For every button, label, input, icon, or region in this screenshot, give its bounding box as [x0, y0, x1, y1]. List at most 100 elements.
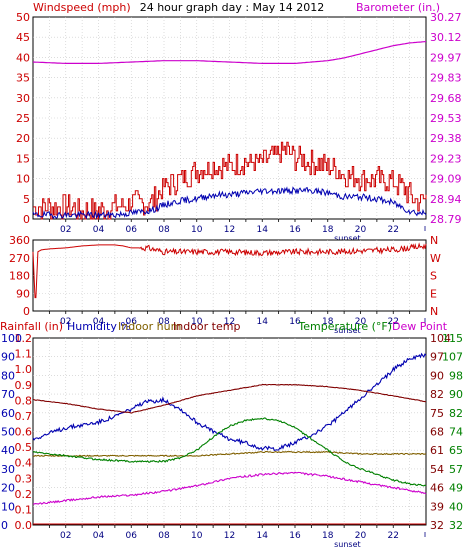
y-tick-label: N	[430, 234, 438, 247]
temperature-tick: 54	[430, 463, 444, 476]
dewpoint-tick: 90	[449, 388, 463, 401]
direction-degree-labels: 0 90 180 270 360	[9, 234, 30, 318]
dewpoint-line	[32, 471, 427, 505]
humidity-line	[32, 352, 427, 452]
dewpoint-tick: 32	[449, 519, 463, 532]
humidity-tick: 80	[1, 369, 15, 382]
y-tick-label: 28.94	[430, 193, 462, 206]
temperature-tick: 32	[430, 519, 444, 532]
x-end-marker: ı	[424, 530, 427, 540]
y-tick-label: 28.79	[430, 213, 462, 226]
rainfall-tick: 0.4	[15, 457, 33, 470]
temperature-tick: 75	[430, 407, 444, 420]
y-tick-label: E	[430, 287, 437, 300]
rainfall-tick-labels: 0.0 0.1 0.2 0.3 0.4 0.5 0.6 0.7 0.8 0.9 1.0 1.1 1.2	[15, 332, 33, 532]
temperature-grid	[33, 338, 426, 528]
wind-time-tick-labels: 02 04 06 08 10 12 14 16 18 20 22 sunset ı	[60, 224, 426, 243]
y-tick-label: 29.53	[430, 112, 462, 125]
x-tick-label: 12	[224, 531, 235, 541]
wind-grid	[33, 17, 426, 222]
dewpoint-tick-labels: 32 40 49 57 65 74 82 90 98 107 115	[442, 332, 463, 532]
temperature-tick-labels: 32 39 46 54 61 68 75 82 90 97 104	[430, 332, 451, 532]
y-tick-label: 30.12	[430, 31, 462, 44]
x-tick-label: 02	[60, 317, 71, 327]
rainfall-tick: 0.0	[15, 519, 33, 532]
left-legend-label: Rainfall (in)	[0, 320, 63, 333]
y-tick-label: 5	[23, 193, 30, 206]
x-tick-label: 16	[289, 317, 301, 327]
x-tick-label: 10	[191, 317, 203, 327]
barometer-line	[32, 41, 427, 64]
x-tick-label: 20	[355, 225, 367, 235]
y-tick-label: S	[430, 270, 437, 283]
x-tick-label: 18	[322, 225, 334, 235]
panel3-right-legend: Temperature (°F) Dew Point	[297, 320, 447, 333]
humidity-tick: 90	[1, 351, 15, 364]
x-end-marker: ı	[424, 316, 427, 326]
rainfall-tick: 0.9	[15, 379, 33, 392]
y-tick-label: 0	[23, 305, 30, 318]
y-tick-label: 29.38	[430, 132, 462, 145]
y-tick-label: 50	[16, 11, 30, 24]
y-tick-label: 25	[16, 112, 30, 125]
left-legend-label: Indoor hum	[118, 320, 181, 333]
wind-gust-line	[33, 141, 427, 220]
sunset-label: sunset	[334, 540, 361, 549]
y-tick-label: 40	[16, 51, 30, 64]
x-tick-label: 06	[126, 225, 138, 235]
dewpoint-tick: 57	[449, 463, 463, 476]
chart-title: 24 hour graph day : May 14 2012	[140, 1, 325, 14]
dewpoint-legend-label: Dew Point	[392, 320, 448, 333]
x-tick-label: 14	[257, 317, 269, 327]
dewpoint-tick: 49	[449, 482, 463, 495]
dewpoint-tick: 65	[449, 444, 463, 457]
x-tick-label: 18	[322, 317, 334, 327]
x-tick-label: 04	[93, 317, 105, 327]
temperature-series	[32, 352, 427, 525]
rainfall-tick: 0.6	[15, 426, 33, 439]
rainfall-tick: 1.2	[15, 332, 33, 345]
y-tick-label: 29.09	[430, 173, 462, 186]
y-tick-label: 30.27	[430, 11, 462, 24]
y-tick-label: 35	[16, 72, 30, 85]
temperature-tick: 82	[430, 388, 444, 401]
y-tick-label: 360	[9, 234, 30, 247]
wind-average-line	[32, 186, 427, 220]
direction-grid	[33, 240, 426, 314]
y-tick-label: 29.68	[430, 92, 462, 105]
x-tick-label: 04	[93, 225, 105, 235]
x-tick-label: 20	[355, 531, 367, 541]
x-tick-label: 14	[257, 531, 269, 541]
y-tick-label: 20	[16, 132, 30, 145]
x-tick-label: 12	[224, 225, 235, 235]
x-tick-label: 04	[93, 531, 105, 541]
windspeed-tick-labels: 0 5 10 15 20 25 30 35 40 45 50	[16, 11, 30, 226]
y-tick-label: 15	[16, 152, 30, 165]
sunset-label: sunset	[334, 234, 361, 243]
temperature-tick: 104	[430, 332, 451, 345]
rainfall-tick: 0.7	[15, 410, 33, 423]
left-legend-label: Indoor temp	[173, 320, 240, 333]
barometer-tick-labels: 28.79 28.94 29.09 29.23 29.38 29.53 29.68 29.83…	[430, 11, 462, 226]
y-tick-label: 29.97	[430, 51, 462, 64]
sunset-label: sunset	[334, 326, 361, 335]
wind-series	[32, 41, 427, 220]
y-tick-label: 10	[16, 173, 30, 186]
x-tick-label: 06	[126, 531, 138, 541]
humidity-tick-labels: 0 10 20 30 40 50 60 70 80 90 100	[1, 332, 22, 532]
humidity-tick: 40	[1, 444, 15, 457]
y-tick-label: 45	[16, 31, 30, 44]
indoor-temperature-line	[32, 383, 427, 414]
indoor-humidity-line	[32, 450, 427, 458]
temperature-tick: 68	[430, 426, 444, 439]
y-tick-label: 30	[16, 92, 30, 105]
temperature-humidity-panel: 0.00.10.20.30.40.50.60.70.80.91.01.11.2 …	[1, 332, 463, 549]
x-tick-label: 20	[355, 317, 367, 327]
temperature-tick: 61	[430, 444, 444, 457]
wind-direction-line	[32, 242, 427, 299]
x-tick-label: 12	[224, 317, 235, 327]
temperature-legend-label: Temperature (°F)	[297, 320, 392, 333]
